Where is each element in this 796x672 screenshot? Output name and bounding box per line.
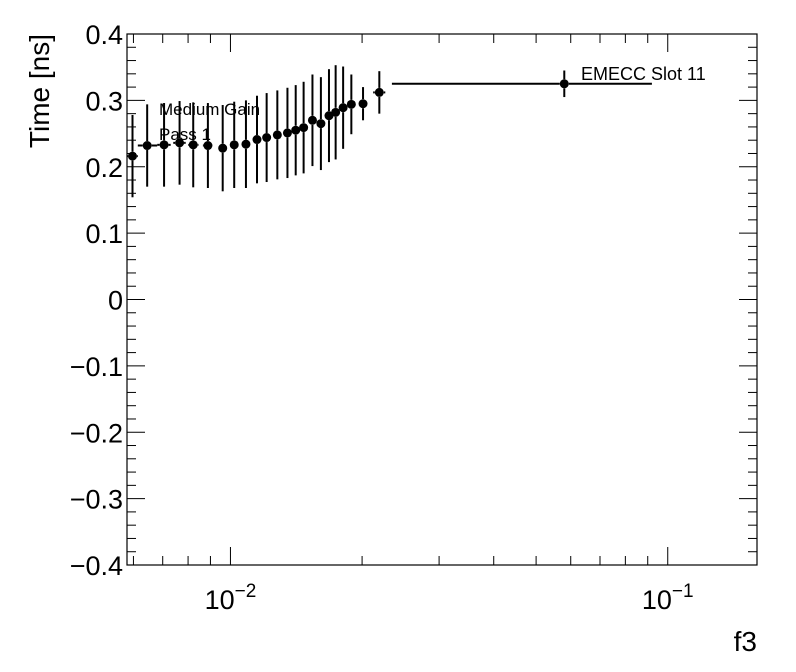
marker: [272, 130, 282, 140]
y-tick-label: −0.1: [70, 352, 123, 382]
data-point: [202, 103, 213, 188]
y-tick-label: 0.4: [85, 20, 123, 50]
marker: [229, 140, 239, 150]
marker: [188, 140, 198, 150]
marker: [175, 138, 185, 148]
marker: [559, 79, 569, 89]
x-tick-labels: 10−2 10−1: [205, 581, 694, 615]
data-point: [307, 74, 317, 167]
marker: [358, 99, 368, 109]
y-tick-label: −0.2: [70, 418, 123, 448]
annotation-pass: Pass 1: [159, 125, 211, 144]
data-point: [173, 101, 186, 185]
y-tick-label: −0.3: [70, 485, 123, 515]
marker: [142, 141, 152, 151]
y-tick-label: 0.2: [85, 153, 123, 183]
marker: [218, 143, 228, 153]
marker: [127, 151, 137, 161]
data-point: [316, 77, 326, 171]
data-point: [241, 100, 251, 188]
data-point: [358, 87, 368, 121]
data-point: [137, 104, 158, 187]
marker: [316, 119, 326, 129]
annotation-slot: EMECC Slot 11: [581, 64, 706, 84]
data-point: [262, 93, 272, 183]
marker: [331, 107, 341, 117]
y-tick-label: 0: [108, 286, 123, 316]
marker: [159, 140, 169, 150]
data-point: [299, 81, 309, 174]
data-point: [127, 114, 138, 198]
y-axis-label: Time [ns]: [24, 34, 55, 148]
data-point: [188, 102, 199, 188]
marker: [252, 135, 262, 145]
data-point: [373, 71, 386, 114]
marker: [241, 139, 251, 149]
marker: [203, 141, 213, 151]
data-point: [229, 101, 239, 188]
data-point: [331, 65, 341, 160]
x-tick-label: 10−2: [205, 581, 257, 615]
data-point: [282, 87, 292, 179]
y-tick-label: 0.3: [85, 86, 123, 116]
data-point: [252, 95, 262, 184]
y-tick-labels: 0.4 0.3 0.2 0.1 0 −0.1 −0.2 −0.3 −0.4: [70, 20, 123, 581]
data-point: [272, 90, 282, 180]
y-tick-label: 0.1: [85, 219, 123, 249]
marker: [338, 103, 348, 113]
marker: [374, 87, 384, 97]
data-point: [218, 105, 228, 192]
marker: [346, 99, 356, 109]
marker: [282, 128, 292, 138]
marker: [262, 133, 272, 143]
minor-ticks: [127, 34, 757, 565]
x-tick-label: 10−1: [642, 581, 694, 615]
x-axis-label: f3: [734, 626, 757, 657]
y-tick-label: −0.4: [70, 551, 123, 581]
data-point: [324, 69, 334, 163]
data-point: [346, 74, 356, 135]
marker: [307, 115, 317, 125]
data-point: [338, 66, 348, 149]
annotation-gain: Medium Gain: [159, 100, 260, 119]
data-series: [127, 65, 652, 198]
data-point: [391, 70, 652, 98]
marker: [291, 125, 301, 135]
marker: [299, 123, 309, 133]
data-point: [157, 103, 171, 187]
marker: [324, 111, 334, 121]
data-point: [291, 85, 301, 176]
plot-frame: [126, 33, 758, 566]
